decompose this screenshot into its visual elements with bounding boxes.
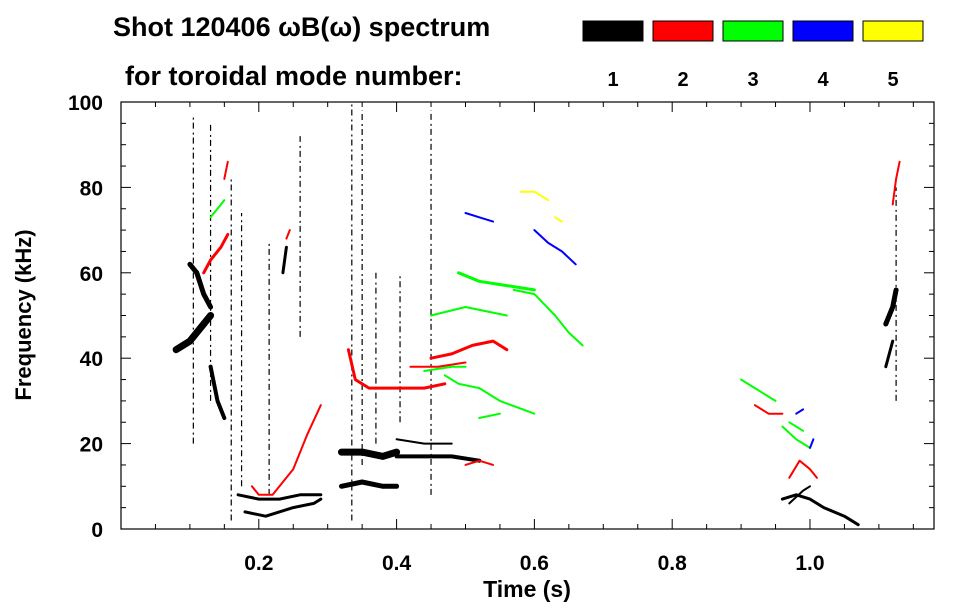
legend-swatch-n5: [862, 20, 924, 42]
series-n3: [209, 199, 811, 449]
y-tick-label: 40: [80, 348, 103, 371]
mode-segment: [423, 365, 467, 372]
mode-segment: [338, 448, 401, 460]
plot-data: [172, 102, 901, 527]
mode-segment: [753, 404, 784, 415]
mode-segment: [519, 190, 550, 202]
series-n4: [464, 212, 815, 449]
x-tick-label: 1.0: [795, 552, 824, 575]
mode-segment: [795, 408, 805, 415]
chart-title-line2: for toroidal mode number:: [125, 61, 463, 91]
y-tick-label: 20: [80, 434, 103, 457]
mode-segment: [464, 212, 495, 223]
mode-segment: [443, 374, 536, 415]
mode-segment: [740, 378, 777, 402]
mode-segment: [809, 438, 815, 449]
mode-segment: [395, 438, 453, 445]
legend-swatch-n4: [792, 20, 854, 42]
legend-label-n3: 3: [747, 69, 758, 91]
y-tick-label: 100: [68, 92, 103, 115]
mode-segment: [208, 364, 227, 420]
legend-label-n2: 2: [677, 69, 688, 91]
x-axis-label: Time (s): [483, 576, 571, 602]
x-tick-label: 0.2: [244, 552, 273, 575]
series-n2: [202, 160, 901, 496]
mode-segment: [236, 493, 323, 501]
legend-label-n4: 4: [817, 69, 829, 91]
x-tick-label: 0.8: [658, 552, 688, 575]
mode-segment: [285, 229, 291, 240]
y-tick-label: 60: [80, 263, 103, 286]
mode-segment: [884, 339, 895, 369]
mode-segment: [788, 459, 818, 479]
legend-label-n1: 1: [607, 69, 618, 91]
mode-segment: [250, 404, 322, 496]
mode-segment: [172, 312, 215, 354]
chart-title-line1: Shot 120406 ωB(ω) spectrum: [113, 12, 490, 42]
mode-segment: [281, 245, 288, 275]
mode-segment: [554, 216, 563, 223]
mode-segment: [346, 348, 447, 390]
mode-segment: [883, 287, 899, 327]
mode-segment: [409, 361, 467, 368]
x-tick-label: 0.6: [520, 552, 549, 575]
axis-ticks: 0.2 0.4 0.6 0.8 1.0 0 20 40 60 80 100: [68, 92, 934, 575]
mode-segment: [202, 232, 230, 275]
mode-segment: [464, 459, 495, 466]
plot-frame: [120, 101, 935, 530]
mode-segment: [243, 497, 323, 518]
mode-segment: [430, 306, 508, 317]
series-n5: [519, 190, 563, 223]
legend: 1 2 3 4 5: [582, 20, 924, 91]
mode-segment: [788, 485, 811, 505]
mode-segment: [781, 425, 811, 449]
mode-segment: [533, 229, 577, 266]
mode-segment: [780, 493, 860, 527]
legend-swatch-n1: [582, 20, 644, 42]
legend-label-n5: 5: [887, 69, 898, 91]
legend-swatch-n2: [652, 20, 714, 42]
x-tick-label: 0.4: [382, 552, 412, 575]
series-n1: [172, 245, 899, 527]
y-tick-label: 0: [91, 519, 103, 542]
y-axis-label: Frequency (kHz): [11, 229, 36, 400]
mode-segment: [223, 160, 229, 180]
mode-segment: [891, 160, 901, 206]
mode-segment: [512, 288, 584, 347]
mode-segment: [209, 199, 226, 219]
y-tick-label: 80: [80, 177, 103, 200]
legend-swatch-n3: [722, 20, 784, 42]
mode-segment: [478, 412, 501, 419]
mode-segment: [429, 339, 509, 360]
mode-segment: [394, 454, 482, 463]
mode-segment: [788, 421, 805, 432]
mode-segment: [187, 261, 214, 310]
mode-segment: [457, 271, 536, 292]
mode-segment: [339, 479, 400, 489]
